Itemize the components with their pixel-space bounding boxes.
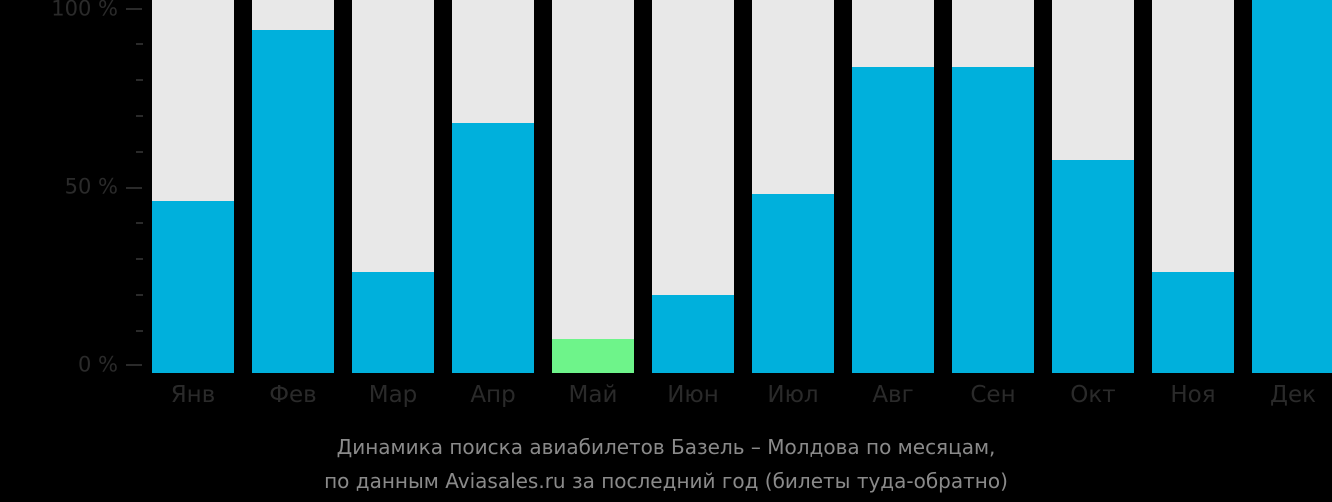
bar-value-fill: [252, 29, 334, 373]
bar-11: [1252, 0, 1332, 373]
bar-9: [1052, 0, 1134, 373]
bar-10: [1152, 0, 1234, 373]
y-tick-minor: [136, 222, 143, 224]
x-label: Мар: [368, 382, 418, 408]
chart-caption: Динамика поиска авиабилетов Базель – Мол…: [0, 430, 1332, 498]
bar-value-fill: [1152, 272, 1234, 373]
y-tick-major: [126, 364, 142, 366]
bar-value-fill: [552, 339, 634, 373]
y-tick-minor: [136, 115, 143, 117]
x-label: Окт: [1070, 382, 1116, 408]
x-label: Апр: [470, 382, 516, 408]
x-label: Фев: [269, 382, 317, 408]
x-label: Янв: [170, 382, 216, 408]
x-label: Июн: [667, 382, 719, 408]
x-label: Дек: [1269, 382, 1316, 408]
y-tick-minor: [136, 151, 143, 153]
bar-value-fill: [1252, 0, 1332, 373]
bar-value-fill: [652, 294, 734, 373]
bar-value-fill: [152, 201, 234, 373]
y-axis: 100 % 50 % 0 %: [0, 0, 150, 380]
bar-value-fill: [1052, 160, 1134, 373]
caption-line-1: Динамика поиска авиабилетов Базель – Мол…: [336, 435, 996, 459]
x-label: Июл: [767, 382, 819, 408]
bar-8: [952, 0, 1034, 373]
y-label-50: 50 %: [64, 174, 118, 199]
bar-2: [352, 0, 434, 373]
y-tick-major: [126, 8, 142, 10]
x-label: Авг: [872, 382, 914, 408]
bar-7: [852, 0, 934, 373]
y-label-0: 0 %: [78, 352, 118, 377]
y-label-100: 100 %: [51, 0, 118, 21]
bar-value-fill: [352, 272, 434, 373]
y-tick-minor: [136, 258, 143, 260]
bar-value-fill: [852, 67, 934, 373]
caption-line-2: по данным Aviasales.ru за последний год …: [324, 469, 1008, 493]
x-label: Май: [568, 382, 618, 408]
y-tick-minor: [136, 43, 143, 45]
bar-6: [752, 0, 834, 373]
bar-value-fill: [952, 67, 1034, 373]
bar-4: [552, 0, 634, 373]
plot-area: [152, 0, 1332, 373]
y-tick-major: [126, 187, 142, 189]
bar-value-fill: [752, 193, 834, 373]
x-label: Ноя: [1170, 382, 1216, 408]
bar-3: [452, 0, 534, 373]
bar-5: [652, 0, 734, 373]
bar-0: [152, 0, 234, 373]
y-tick-minor: [136, 294, 143, 296]
x-label: Сен: [970, 382, 1016, 408]
bar-value-fill: [452, 123, 534, 373]
y-tick-minor: [136, 79, 143, 81]
y-tick-minor: [136, 330, 143, 332]
bar-1: [252, 0, 334, 373]
